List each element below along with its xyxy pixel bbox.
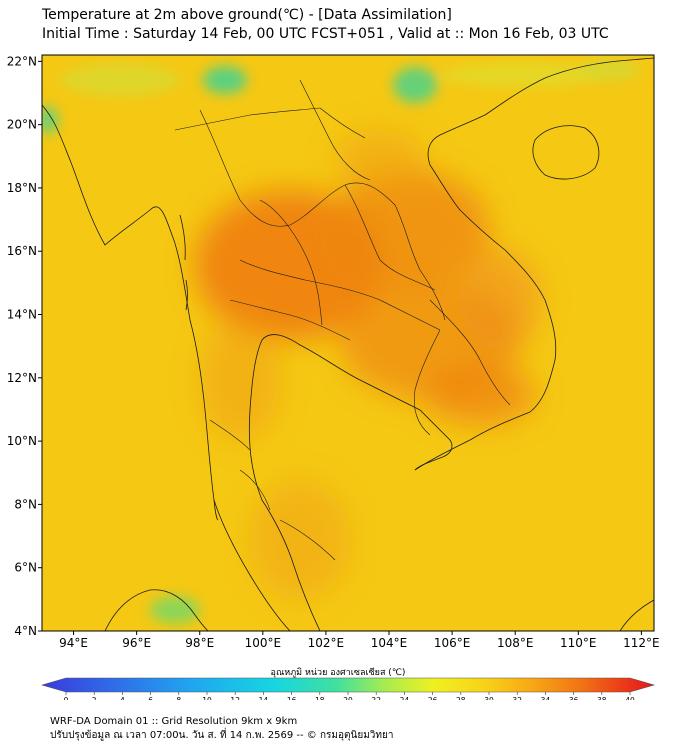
colorbar-tick-label: 16: [287, 696, 297, 700]
map-title: Temperature at 2m above ground(℃) - [Dat…: [42, 6, 609, 44]
lat-tick-label: 14°N: [7, 308, 37, 322]
lon-tick-label: 94°E: [59, 636, 88, 650]
lon-tick-label: 108°E: [497, 636, 534, 650]
lat-tick-label: 8°N: [14, 497, 37, 511]
colorbar-tick-label: 2: [92, 696, 97, 700]
footer: WRF-DA Domain 01 :: Grid Resolution 9km …: [50, 715, 393, 743]
longitude-axis: 94°E 96°E 98°E 100°E 102°E 104°E 106°E 108°E 110…: [59, 631, 660, 650]
lon-tick-label: 106°E: [434, 636, 471, 650]
lon-tick-label: 112°E: [623, 636, 660, 650]
lat-tick-label: 18°N: [7, 181, 37, 195]
colorbar-tick-label: 22: [371, 696, 381, 700]
colorbar-tick-label: 32: [512, 696, 522, 700]
colorbar-tick-label: 36: [569, 696, 579, 700]
lon-tick-label: 110°E: [560, 636, 597, 650]
lat-tick-label: 22°N: [7, 54, 37, 68]
footer-domain-info: WRF-DA Domain 01 :: Grid Resolution 9km …: [50, 716, 298, 727]
footer-update-info: ปรับปรุงข้อมูล ณ เวลา 07:00น. วัน ส. ที่…: [50, 730, 394, 741]
colorbar-tick-label: 12: [230, 696, 240, 700]
lat-tick-label: 10°N: [7, 434, 37, 448]
title-line-2: Initial Time : Saturday 14 Feb, 00 UTC F…: [42, 26, 609, 42]
cool-patches: [42, 60, 640, 624]
colorbar-tick-label: 8: [176, 696, 181, 700]
colorbar-gradient: [40, 677, 656, 693]
colorbar-ticks: 0246810121416182022242628303234363840: [64, 692, 635, 700]
latitude-axis: 22°N 20°N 18°N 16°N 14°N 12°N 10°N 8°N 6°N 4°N: [7, 54, 42, 638]
lon-tick-label: 104°E: [371, 636, 408, 650]
colorbar-tick-label: 28: [456, 696, 466, 700]
coastlines-borders: [42, 57, 654, 631]
map-frame: [41, 54, 655, 632]
colorbar-tick-label: 20: [343, 696, 353, 700]
colorbar-tick-label: 10: [202, 696, 212, 700]
title-line-1: Temperature at 2m above ground(℃) - [Dat…: [42, 7, 452, 23]
colorbar-tick-label: 24: [400, 696, 410, 700]
lon-tick-label: 98°E: [185, 636, 214, 650]
temperature-map: 22°N 20°N 18°N 16°N 14°N 12°N 10°N 8°N 6°N 4°N 94…: [7, 54, 660, 700]
colorbar-tick-label: 6: [148, 696, 153, 700]
lat-tick-label: 20°N: [7, 118, 37, 132]
colorbar-tick-label: 18: [315, 696, 325, 700]
colorbar-tick-label: 0: [64, 696, 69, 700]
lon-tick-label: 102°E: [308, 636, 345, 650]
colorbar-tick-label: 30: [484, 696, 494, 700]
colorbar-tick-label: 26: [428, 696, 438, 700]
colorbar: 0246810121416182022242628303234363840: [40, 677, 656, 700]
colorbar-tick-label: 14: [259, 696, 269, 700]
temperature-shading: [195, 130, 540, 600]
lat-tick-label: 4°N: [14, 624, 37, 638]
lat-tick-label: 12°N: [7, 371, 37, 385]
lat-tick-label: 6°N: [14, 561, 37, 575]
admin-borders: [174, 79, 511, 561]
colorbar-tick-label: 40: [625, 696, 635, 700]
lat-tick-label: 16°N: [7, 244, 37, 258]
colorbar-tick-label: 38: [597, 696, 607, 700]
temperature-field: [42, 55, 654, 631]
colorbar-label: อุณหภูมิ หน่วย องศาเซลเซียส (℃): [270, 668, 406, 678]
colorbar-tick-label: 34: [541, 696, 551, 700]
lon-tick-label: 100°E: [245, 636, 282, 650]
lon-tick-label: 96°E: [122, 636, 151, 650]
colorbar-tick-label: 4: [120, 696, 125, 700]
